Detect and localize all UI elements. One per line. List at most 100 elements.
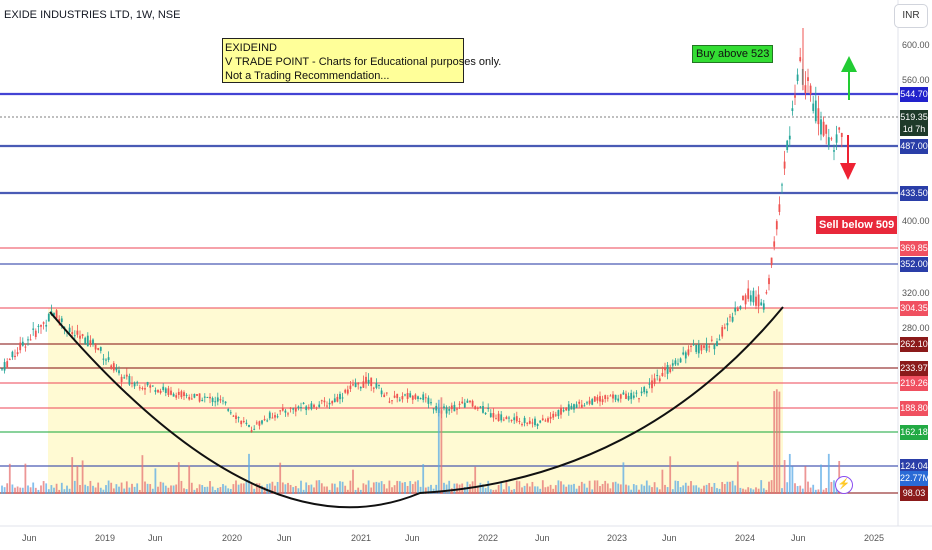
- candle-body: [388, 401, 391, 403]
- candle-body: [749, 295, 752, 302]
- x-tick: Jun: [791, 533, 806, 543]
- volume-bar: [614, 481, 617, 494]
- volume-bar: [833, 480, 835, 494]
- volume-bar: [1, 485, 3, 494]
- volume-bar: [76, 465, 79, 494]
- volume-bar: [206, 486, 209, 494]
- candle-body: [341, 397, 344, 399]
- volume-bar: [796, 486, 799, 494]
- candle-body: [443, 406, 445, 408]
- candle-body: [791, 108, 794, 112]
- candle-body: [424, 397, 427, 399]
- up-arrow-icon: [841, 56, 857, 100]
- candle-body: [552, 413, 555, 418]
- volume-bar: [469, 484, 471, 494]
- volume-bar: [617, 483, 620, 494]
- volume-bar: [219, 487, 222, 494]
- candle-body: [804, 85, 807, 93]
- candle-body: [73, 335, 76, 337]
- candle-body: [99, 347, 102, 351]
- alert-icon[interactable]: ⚡: [835, 476, 853, 494]
- volume-bar: [352, 469, 354, 494]
- candle-body: [773, 241, 776, 247]
- volume-bar: [68, 488, 71, 494]
- candle-body: [60, 318, 63, 322]
- volume-bar: [479, 482, 482, 494]
- candle-body: [222, 400, 224, 402]
- candle-body: [814, 100, 817, 122]
- x-tick: Jun: [148, 533, 163, 543]
- volume-bar: [313, 487, 315, 494]
- volume-bar: [300, 480, 302, 494]
- volume-bar: [409, 481, 412, 494]
- volume-bar: [19, 487, 22, 494]
- candle-body: [627, 395, 630, 400]
- candle-body: [809, 85, 812, 95]
- candle-body: [55, 310, 58, 319]
- candle-body: [110, 365, 113, 369]
- x-tick: 2021: [351, 533, 372, 543]
- candle-body: [349, 385, 352, 389]
- volume-bar: [167, 487, 170, 494]
- candle-body: [786, 140, 789, 150]
- volume-bar: [346, 489, 349, 494]
- candle-body: [164, 388, 167, 393]
- candle-body: [315, 407, 318, 409]
- volume-bar: [583, 483, 586, 494]
- volume-bar: [573, 483, 575, 494]
- candle-body: [37, 325, 40, 327]
- candle-body: [196, 394, 198, 396]
- volume-bar: [448, 480, 451, 494]
- volume-bar: [237, 484, 240, 494]
- candle-body: [34, 330, 37, 337]
- candle-body: [580, 404, 583, 408]
- candle-body: [788, 135, 791, 140]
- volume-bar: [58, 489, 61, 494]
- candle-body: [458, 403, 461, 405]
- candle-body: [383, 394, 386, 398]
- candle-body: [630, 392, 633, 400]
- volume-bar: [596, 480, 599, 494]
- candle-body: [604, 395, 607, 400]
- candle-body: [539, 420, 542, 423]
- volume-bar: [547, 486, 549, 494]
- candle-body: [614, 394, 617, 400]
- candle-body: [216, 397, 219, 402]
- volume-bar: [289, 484, 292, 494]
- candle-body: [612, 394, 614, 399]
- volume-bar: [560, 481, 562, 494]
- volume-bar: [263, 487, 266, 494]
- candle-body: [175, 395, 178, 398]
- volume-bar: [354, 489, 357, 494]
- candle-body: [248, 424, 250, 427]
- candle-body: [835, 134, 838, 143]
- volume-bar: [193, 489, 196, 494]
- candle-body: [708, 346, 711, 348]
- volume-bar: [315, 480, 318, 494]
- volume-bar: [648, 485, 651, 494]
- candle-body: [487, 407, 490, 409]
- candle-body: [679, 358, 682, 363]
- candle-body: [450, 405, 453, 410]
- volume-bar: [214, 489, 217, 494]
- current-price-label: 519.35 1d 7h: [900, 110, 928, 136]
- candle-body: [396, 393, 399, 399]
- candle-body: [138, 387, 141, 389]
- volume-bar: [723, 484, 726, 494]
- volume-bar: [32, 482, 35, 494]
- volume-bar: [154, 468, 157, 494]
- volume-bar: [99, 487, 102, 494]
- candle-body: [198, 393, 201, 402]
- volume-bar: [669, 456, 672, 494]
- candle-body: [697, 344, 700, 354]
- volume-bar: [34, 487, 37, 494]
- note-line-2: V TRADE POINT - Charts for Educational p…: [225, 56, 502, 68]
- volume-bar: [125, 481, 128, 494]
- volume-bar: [417, 480, 419, 494]
- volume-bar: [159, 481, 162, 494]
- currency-button[interactable]: INR: [894, 4, 928, 28]
- candle-body: [92, 339, 94, 345]
- candle-body: [419, 398, 422, 400]
